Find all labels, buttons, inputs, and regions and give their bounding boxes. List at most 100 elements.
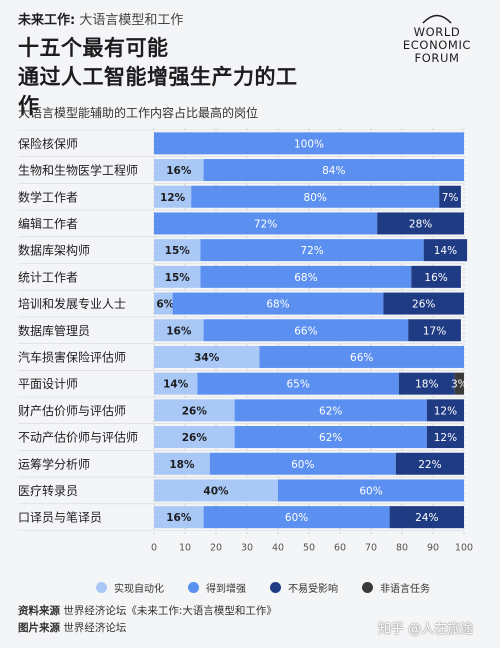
bar-segment [203, 159, 464, 182]
x-tick-label: 40 [272, 543, 284, 554]
data-label: 60% [359, 485, 382, 497]
category-label: 数据库架构师 [18, 243, 90, 258]
data-label: 62% [319, 432, 342, 444]
legend-item-non-language: 非语言任务 [362, 580, 430, 595]
data-label: 7% [442, 192, 459, 204]
x-tick-label: 20 [210, 543, 222, 554]
data-source-text: 世界经济论坛《未来工作:大语言模型和工作》 [63, 605, 277, 617]
data-label: 15% [165, 272, 191, 284]
bar-segment [383, 292, 464, 315]
data-label: 3% [451, 379, 468, 391]
data-label: 15% [165, 245, 191, 257]
chart-legend: 实现自动化 得到增强 不易受影响 非语言任务 [96, 580, 430, 595]
x-tick-label: 90 [427, 543, 439, 554]
wef-logo-line3: FORUM [414, 51, 460, 65]
data-label: 34% [194, 352, 220, 364]
category-label: 医疗转录员 [18, 483, 78, 498]
category-label: 保险核保师 [18, 136, 78, 151]
legend-label-augmentation: 得到增强 [206, 584, 246, 595]
data-label: 18% [169, 459, 195, 471]
bar-segment [423, 239, 468, 262]
bar-segment [197, 372, 399, 395]
legend-swatch-low-exposure [270, 582, 281, 593]
data-label: 68% [294, 272, 317, 284]
report-series-rest: 大语言模型和工作 [79, 13, 184, 28]
data-label: 14% [434, 245, 457, 257]
image-source-text: 世界经济论坛 [63, 622, 127, 634]
image-source: 图片来源 世界经济论坛 [18, 620, 277, 637]
data-label: 6% [156, 299, 174, 311]
header: 未来工作: 大语言模型和工作 十五个最有可能 通过人工智能增强生产力的工作 [18, 12, 318, 121]
bar-segment [278, 479, 464, 502]
image-source-label: 图片来源 [18, 622, 60, 634]
bar-segment [203, 506, 390, 529]
bar-segment [209, 452, 396, 475]
bar-segment [154, 345, 260, 368]
data-label: 26% [412, 299, 435, 311]
data-label: 62% [319, 405, 342, 417]
bar-segment [154, 319, 204, 342]
bar-segment [191, 185, 440, 208]
bar-segment [426, 426, 464, 449]
bar-segment [154, 399, 235, 422]
data-label: 60% [285, 512, 308, 524]
bar-segment [411, 265, 461, 288]
zhihu-watermark: 知乎 @人在旅途 [378, 622, 474, 637]
legend-item-low-exposure: 不易受影响 [270, 580, 338, 595]
legend-item-automation: 实现自动化 [96, 580, 164, 595]
bar-segment [203, 319, 409, 342]
legend-swatch-non-language [362, 582, 373, 593]
main-title-line1: 十五个最有可能 [18, 36, 169, 60]
bar-segment [454, 372, 464, 395]
x-tick-label: 80 [396, 543, 408, 554]
data-label: 22% [418, 459, 441, 471]
data-label: 66% [294, 325, 317, 337]
data-label: 16% [166, 512, 192, 524]
data-label: 100% [294, 138, 324, 150]
legend-item-augmentation: 得到增强 [188, 580, 246, 595]
main-title: 十五个最有可能 通过人工智能增强生产力的工作 [18, 34, 318, 121]
bar-segment [154, 265, 201, 288]
report-series-title: 未来工作: 大语言模型和工作 [18, 12, 318, 30]
bar-segment [154, 159, 204, 182]
x-tick-label: 50 [303, 543, 315, 554]
bar-segment [154, 132, 464, 155]
data-label: 18% [415, 379, 438, 391]
data-label: 16% [166, 325, 192, 337]
x-tick-label: 60 [334, 543, 346, 554]
wef-arc-icon [422, 14, 452, 24]
data-label: 26% [182, 405, 208, 417]
main-title-line2: 通过人工智能增强生产力的工作 [18, 65, 298, 118]
x-tick-label: 30 [241, 543, 253, 554]
bar-segment [154, 212, 378, 235]
data-label: 84% [322, 165, 345, 177]
data-label: 16% [166, 165, 192, 177]
data-label: 12% [434, 405, 457, 417]
category-label: 生物和生物医学工程师 [18, 163, 138, 178]
bar-segment [154, 185, 192, 208]
data-label: 68% [266, 299, 289, 311]
data-label: 26% [182, 432, 208, 444]
data-label: 24% [415, 512, 438, 524]
category-label: 培训和发展专业人士 [18, 296, 126, 311]
x-tick-label: 10 [179, 543, 191, 554]
data-label: 12% [160, 192, 186, 204]
category-label: 数学工作者 [18, 189, 78, 204]
data-label: 28% [409, 218, 432, 230]
bar-segment [172, 292, 384, 315]
legend-swatch-automation [96, 582, 107, 593]
data-label: 72% [254, 218, 277, 230]
data-label: 80% [304, 192, 327, 204]
report-series-bold: 未来工作: [18, 13, 76, 28]
source-notes: 资料来源 世界经济论坛《未来工作:大语言模型和工作》 图片来源 世界经济论坛 [18, 603, 277, 637]
category-label: 平面设计师 [18, 377, 78, 391]
data-label: 60% [291, 459, 314, 471]
bar-segment [154, 452, 210, 475]
data-source-label: 资料来源 [18, 605, 60, 617]
data-label: 14% [163, 379, 189, 391]
legend-label-automation: 实现自动化 [114, 584, 164, 595]
data-label: 40% [203, 485, 229, 497]
category-label: 运筹学分析师 [18, 456, 90, 471]
bar-segment [426, 399, 464, 422]
stacked-bar-chart: 0 10 20 30 40 50 60 70 80 90 100 保险核保师 100% 生物和生物医学工程… [18, 128, 473, 554]
